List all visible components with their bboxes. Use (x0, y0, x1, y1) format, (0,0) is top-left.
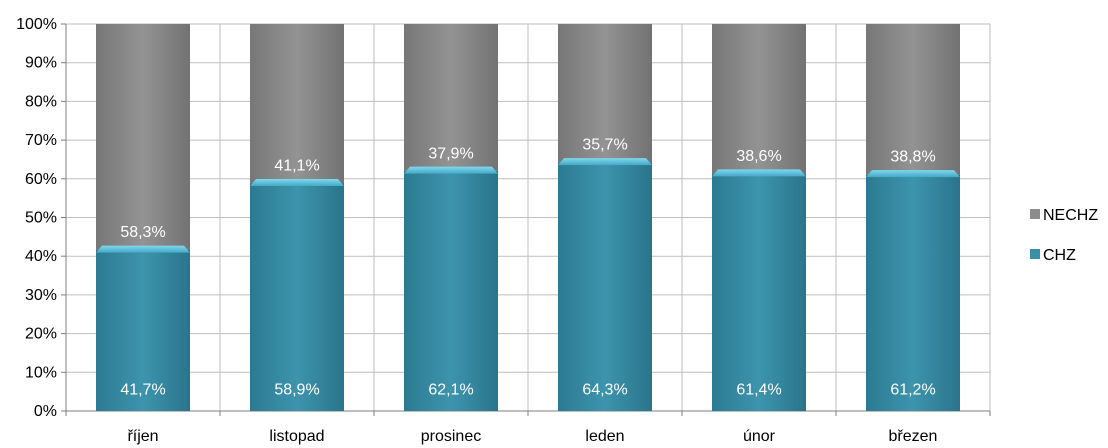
gridlines (65, 23, 991, 412)
legend-label-nechz: NECHZ (1043, 207, 1098, 224)
bar-chz-3 (404, 170, 498, 411)
bar-cap (404, 166, 498, 174)
bar-nechz-6 (866, 24, 960, 175)
bar-chz-6 (866, 174, 960, 411)
data-label-nechz: 37,9% (428, 145, 473, 162)
data-label-chz: 61,2% (890, 382, 935, 399)
data-label-chz: 62,1% (428, 382, 473, 399)
y-tick-label: 70% (25, 132, 57, 149)
bar-cap (96, 245, 190, 253)
data-label-chz: 64,3% (582, 382, 627, 399)
data-label-chz: 61,4% (736, 382, 781, 399)
bar-cap (558, 158, 652, 166)
bar-chz-4 (558, 162, 652, 411)
y-tick-label: 0% (34, 403, 57, 420)
y-tick-label: 90% (25, 55, 57, 72)
x-tick-label: leden (585, 428, 624, 445)
data-label-nechz: 35,7% (582, 137, 627, 154)
bar-cap (866, 170, 960, 178)
y-tick-label: 50% (25, 210, 57, 227)
y-tick-label: 10% (25, 364, 57, 381)
bar-cap (250, 179, 344, 187)
legend-swatch-nechz (1030, 209, 1040, 219)
bar-nechz-2 (250, 24, 344, 184)
x-tick-label: prosinec (421, 428, 481, 445)
legend: NECHZ CHZ (1030, 207, 1098, 264)
x-tick-label: listopad (269, 428, 324, 445)
y-tick-label: 60% (25, 171, 57, 188)
y-tick-label: 20% (25, 326, 57, 343)
data-label-nechz: 38,8% (890, 149, 935, 166)
bars (96, 24, 960, 411)
bar-nechz-4 (558, 24, 652, 163)
x-tick-label: březen (889, 428, 938, 445)
bar-chz-1 (96, 249, 190, 411)
x-tick-label: říjen (127, 428, 158, 445)
data-label-nechz: 58,3% (120, 224, 165, 241)
legend-label-chz: CHZ (1043, 247, 1076, 264)
data-labels: 41,7% 58,3% 58,9% 41,1% 62,1% 37,9% 64,3% 35,7%… (120, 137, 935, 399)
data-label-nechz: 38,6% (736, 148, 781, 165)
y-tick-label: 30% (25, 287, 57, 304)
bar-nechz-1 (96, 24, 190, 250)
y-tick-label: 100% (16, 16, 57, 33)
x-tick-label: únor (743, 428, 776, 445)
data-label-chz: 58,9% (274, 382, 319, 399)
legend-swatch-chz (1030, 249, 1040, 259)
bar-chz-5 (712, 173, 806, 411)
y-tick-label: 40% (25, 248, 57, 265)
data-label-chz: 41,7% (120, 382, 165, 399)
bar-chz-2 (250, 183, 344, 411)
y-tick-label: 80% (25, 93, 57, 110)
bar-cap (712, 169, 806, 177)
axes: 0% 10% 20% 30% 40% 50% 60% 70% 80% 90% 100% říjen li… (16, 16, 991, 445)
data-label-nechz: 41,1% (274, 158, 319, 175)
bar-nechz-5 (712, 24, 806, 174)
bar-nechz-3 (404, 24, 498, 171)
